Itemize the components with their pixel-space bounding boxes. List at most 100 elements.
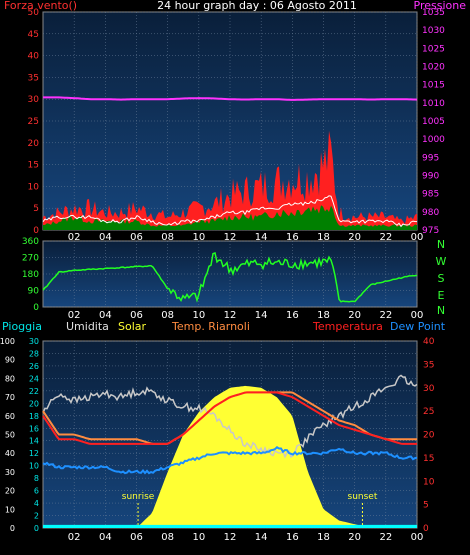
wind-y-tick: 20 <box>28 139 40 149</box>
sunset-label: sunset <box>348 492 378 502</box>
temp-y-tick: 5 <box>423 501 429 511</box>
x-tick-label-p2: 02 <box>68 310 81 321</box>
x-tick-label-p3: 16 <box>286 532 299 543</box>
legend-umidita: Umidita <box>66 320 109 333</box>
x-tick-label-p3: 10 <box>192 532 205 543</box>
x-tick-label-p3: 08 <box>161 532 174 543</box>
pressure-y-tick: 1030 <box>422 26 445 36</box>
series-direction <box>42 252 418 303</box>
series-wind-red <box>43 130 417 230</box>
wind-y-tick: 30 <box>28 95 40 105</box>
series-temperature <box>42 391 417 445</box>
pressure-y-tick: 980 <box>422 208 439 218</box>
x-tick-label-p2: 08 <box>161 310 174 321</box>
panel1-series <box>42 96 418 230</box>
x-tick-label-p2: 16 <box>286 310 299 321</box>
rain-y-tick: 22 <box>29 387 39 396</box>
temp-y-tick: 40 <box>423 337 435 347</box>
wind-y-tick: 25 <box>28 117 39 127</box>
x-tick-label-p2: 00 <box>411 310 424 321</box>
x-tick-label-p2: 06 <box>130 310 143 321</box>
x-tick-label-p1: 22 <box>379 232 392 243</box>
temp-y-tick: 25 <box>423 407 434 417</box>
temp-y-tick: 10 <box>423 477 435 487</box>
legend-temperatura: Temperatura <box>312 320 383 333</box>
x-tick-label-p3: 02 <box>68 532 81 543</box>
rain-y-tick: 30 <box>29 337 39 346</box>
pressure-y-tick: 1035 <box>422 8 445 18</box>
x-tick-label-p2: 22 <box>379 310 392 321</box>
chart-title: 24 hour graph day : 06 Agosto 2011 <box>157 0 357 12</box>
x-tick-label-p3: 20 <box>348 532 361 543</box>
series-white-line <box>42 195 418 228</box>
series-dew-point <box>42 446 418 475</box>
panel2-series <box>42 252 418 303</box>
rain-y-tick: 10 <box>29 462 39 471</box>
rain-y-tick: 16 <box>29 424 39 433</box>
direction-y-tick: 270 <box>22 254 39 264</box>
x-tick-label-p1: 18 <box>317 232 330 243</box>
pressure-y-tick: 975 <box>422 226 439 236</box>
x-tick-label-p2: 14 <box>255 310 268 321</box>
pressure-y-tick: 1000 <box>422 135 445 145</box>
panel3-series <box>42 374 418 528</box>
direction-y-tick: 360 <box>22 237 39 247</box>
humidity-y-tick: 90 <box>5 356 15 365</box>
wind-y-tick: 5 <box>33 204 39 214</box>
pressure-y-tick: 1005 <box>422 117 445 127</box>
wind-y-tick: 0 <box>33 226 39 236</box>
x-tick-label-p1: 14 <box>255 232 268 243</box>
pressure-y-tick: 990 <box>422 172 439 182</box>
temp-y-tick: 30 <box>423 384 435 394</box>
x-tick-label-p3: 22 <box>379 532 392 543</box>
humidity-y-tick: 80 <box>5 374 15 383</box>
x-tick-label-p2: 04 <box>99 310 112 321</box>
x-tick-label-p3: 18 <box>317 532 330 543</box>
pressure-y-tick: 995 <box>422 153 439 163</box>
x-tick-label-p1: 06 <box>130 232 143 243</box>
rain-y-tick: 24 <box>29 374 39 383</box>
compass-n-bottom: N <box>437 304 445 317</box>
pressure-y-tick: 985 <box>422 190 439 200</box>
rain-y-tick: 2 <box>34 512 39 521</box>
x-tick-label-p3: 00 <box>411 532 424 543</box>
direction-y-tick: 90 <box>28 287 40 297</box>
x-tick-label-p2: 12 <box>224 310 237 321</box>
wind-y-tick: 45 <box>28 30 39 40</box>
compass-e: E <box>438 289 445 302</box>
rain-y-tick: 18 <box>29 412 39 421</box>
series-humidity <box>42 374 418 459</box>
wind-y-tick: 40 <box>28 52 40 62</box>
pressure-y-tick: 1015 <box>422 81 445 91</box>
pressure-y-tick: 1010 <box>422 99 445 109</box>
wind-y-tick: 10 <box>28 182 40 192</box>
humidity-y-tick: 0 <box>10 524 15 533</box>
x-tick-label-p1: 20 <box>348 232 361 243</box>
series-rain <box>43 524 417 528</box>
legend-temp-apparent: Temp. Riarnoli <box>171 320 250 333</box>
humidity-y-tick: 30 <box>5 468 15 477</box>
pressure-axis-label: Pressione <box>414 0 467 12</box>
x-tick-label-p3: 04 <box>99 532 112 543</box>
x-tick-label-p3: 06 <box>130 532 143 543</box>
compass-labels: N W S E N <box>436 238 447 317</box>
temp-y-tick: 20 <box>423 431 435 441</box>
x-tick-label-p2: 20 <box>348 310 361 321</box>
rain-y-tick: 8 <box>34 474 39 483</box>
rain-y-tick: 12 <box>29 449 39 458</box>
pressure-y-tick: 1020 <box>422 63 445 73</box>
rain-y-tick: 4 <box>34 499 39 508</box>
wind-y-tick: 15 <box>28 161 39 171</box>
direction-y-tick: 180 <box>22 270 39 280</box>
series-solar <box>43 385 417 528</box>
x-tick-label-p1: 10 <box>192 232 205 243</box>
rain-y-tick: 14 <box>29 437 39 446</box>
rain-y-tick: 6 <box>34 487 39 496</box>
humidity-y-tick: 70 <box>5 393 15 402</box>
temp-y-tick: 15 <box>423 454 434 464</box>
direction-y-tick: 0 <box>33 303 39 313</box>
legend-solar: Solar <box>118 320 147 333</box>
legend-pioggia: Pioggia <box>2 320 42 333</box>
